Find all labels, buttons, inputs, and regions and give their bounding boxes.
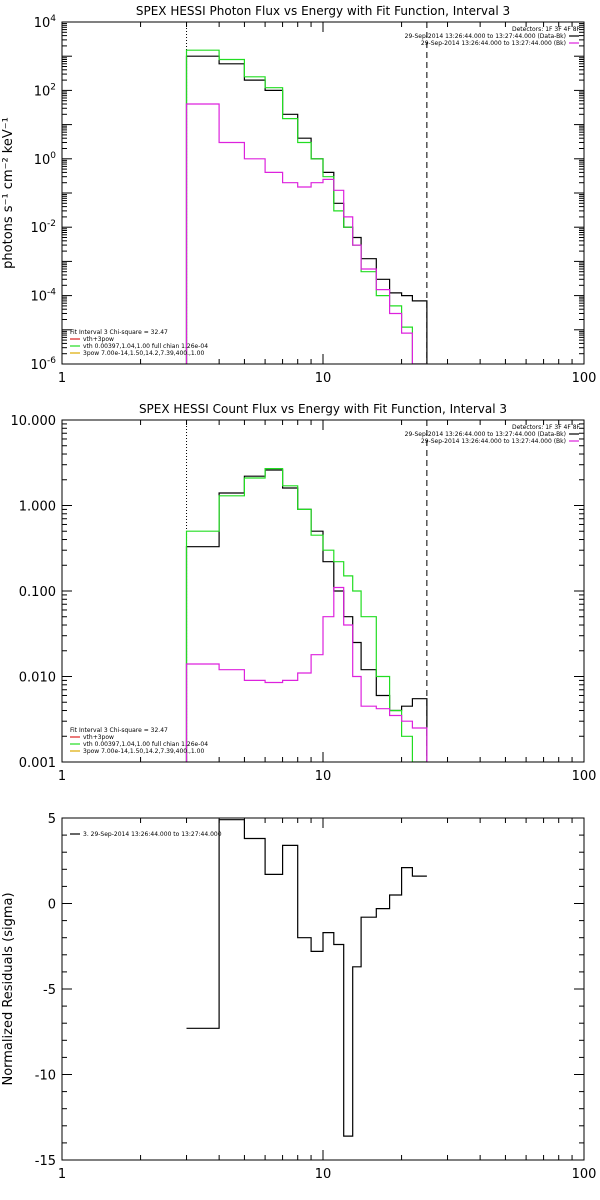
fit-legend-entry: vth+3pow: [83, 734, 114, 741]
y-tick-label: 0.001: [19, 756, 56, 771]
fit-legend-entry: vth+3pow: [83, 336, 114, 343]
x-tick-label: 1: [58, 1167, 66, 1182]
series-data-line: [186, 819, 427, 1137]
fit-legend-entry: vth 0.00397,1.04,1.00 full chian 1.26e-0…: [83, 343, 208, 350]
x-tick-label: 10: [315, 769, 332, 784]
legend-entry: 29-Sep-2014 13:26:44.000 to 13:27:44.000…: [421, 438, 566, 445]
x-tick-label: 100: [572, 769, 597, 784]
series-bk-line: [185, 586, 428, 762]
fit-legend-heading: Fit Interval 3 Chi-square = 32.47: [70, 727, 168, 734]
chart-title: SPEX HESSI Count Flux vs Energy with Fit…: [139, 402, 507, 416]
y-tick-label: 1.000: [19, 500, 56, 515]
series-data-line: [185, 469, 428, 762]
series-total-line: [185, 49, 427, 364]
fit-legend-entry: 3pow 7.00e-14,1.50,14.2,7.39,400.,1.00: [83, 350, 204, 357]
fit-legend-entry: vth 0.00397,1.04,1.00 full chian 1.26e-0…: [83, 741, 208, 748]
series-bk-line: [185, 103, 427, 364]
y-tick-label: 0.010: [19, 671, 56, 686]
x-tick-label: 100: [572, 371, 597, 386]
x-tick-label: 1: [58, 371, 66, 386]
chart-panel-1: SPEX HESSI Photon Flux vs Energy with Fi…: [1, 4, 596, 386]
legend-entry: 29-Sep-2014 13:26:44.000 to 13:27:44.000…: [405, 431, 566, 438]
y-tick-label: 0.100: [19, 585, 56, 600]
x-tick-label: 1: [58, 769, 66, 784]
y-tick-label: -10: [35, 1069, 56, 1084]
plot-frame: [61, 21, 585, 365]
y-axis-label: photons s⁻¹ cm⁻² keV⁻¹: [1, 117, 16, 269]
y-tick-label: 10-2: [30, 219, 56, 236]
legend-heading: Detectors: 1F 3F 4F 8F: [512, 424, 581, 431]
y-axis-label: Normalized Residuals (sigma): [1, 892, 16, 1085]
y-tick-label: 10-6: [30, 356, 56, 373]
x-tick-label: 10: [315, 1167, 332, 1182]
chart-title: SPEX HESSI Photon Flux vs Energy with Fi…: [136, 4, 510, 18]
legend-entry: 29-Sep-2014 13:26:44.000 to 13:27:44.000…: [405, 33, 566, 40]
fit-legend-entry: 3pow 7.00e-14,1.50,14.2,7.39,400.,1.00: [83, 748, 204, 755]
legend-heading: Detectors: 1F 3F 4F 8F: [512, 26, 581, 33]
y-tick-label: 102: [34, 82, 56, 99]
x-tick-label: 100: [572, 1167, 597, 1182]
legend-entry: 29-Sep-2014 13:26:44.000 to 13:27:44.000…: [421, 40, 566, 47]
chart-panel-3: Normalized Residuals (sigma) 1 10 100 5 0 -5 -1…: [1, 812, 596, 1182]
x-tick-label: 10: [315, 371, 332, 386]
y-tick-label: -15: [35, 1154, 56, 1169]
y-tick-label: -5: [43, 983, 56, 998]
y-tick-label: 5: [48, 812, 56, 827]
series-total-line: [185, 468, 427, 762]
fit-legend-heading: Fit Interval 3 Chi-square = 32.47: [70, 329, 168, 336]
series-data-line: [185, 55, 428, 364]
y-tick-label: 10.000: [11, 414, 57, 429]
plot-frame: [61, 419, 585, 763]
y-tick-label: 10-4: [30, 288, 56, 305]
plot-frame: [61, 817, 585, 1161]
chart-panel-2: SPEX HESSI Count Flux vs Energy with Fit…: [11, 402, 597, 784]
y-tick-label: 100: [34, 151, 57, 168]
y-tick-label: 104: [34, 14, 57, 31]
residual-legend-entry: 3. 29-Sep-2014 13:26:44.000 to 13:27:44.…: [83, 831, 222, 838]
y-tick-label: 0: [48, 898, 56, 913]
